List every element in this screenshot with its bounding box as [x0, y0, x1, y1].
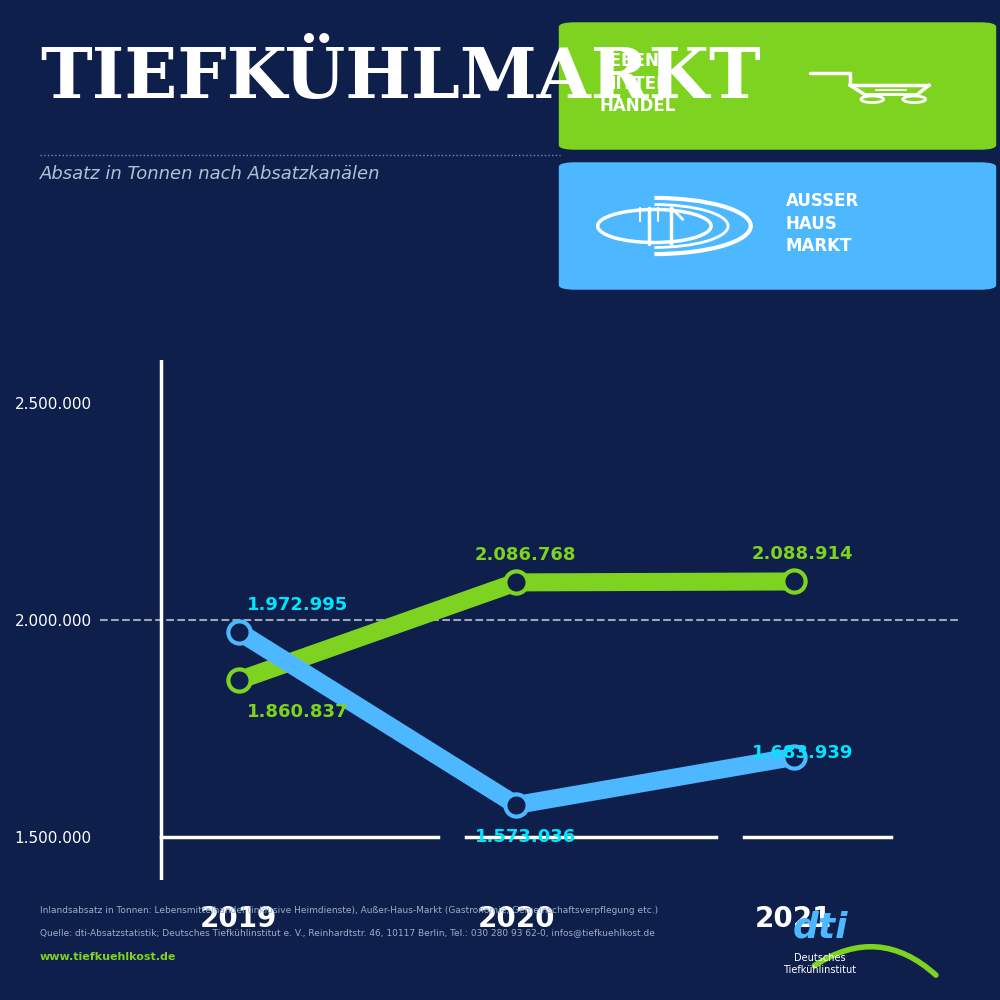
Text: 1.972.995: 1.972.995 — [247, 596, 348, 614]
Circle shape — [903, 96, 926, 103]
Text: 2.086.768: 2.086.768 — [475, 546, 576, 564]
Text: Deutsches
Tiefkühlinstitut: Deutsches Tiefkühlinstitut — [783, 953, 857, 975]
Circle shape — [598, 209, 711, 243]
Text: Quelle: dti-Absatzstatistik; Deutsches Tiefkühlinstitut e. V., Reinhardtstr. 46,: Quelle: dti-Absatzstatistik; Deutsches T… — [40, 928, 655, 937]
Text: AUSSER
HAUS
MARKT: AUSSER HAUS MARKT — [786, 192, 859, 255]
Text: dti: dti — [792, 911, 848, 945]
Text: TIEFKÜHLMARKT: TIEFKÜHLMARKT — [40, 45, 761, 112]
Text: Inlandsabsatz in Tonnen: Lebensmittelhandel (inklusive Heimdienste), Außer-Haus-: Inlandsabsatz in Tonnen: Lebensmittelhan… — [40, 906, 658, 915]
Text: 1.683.939: 1.683.939 — [752, 744, 853, 762]
FancyArrowPatch shape — [814, 947, 936, 975]
Text: 1.860.837: 1.860.837 — [247, 703, 349, 721]
Text: LEBENS
MITTEL
HANDEL: LEBENS MITTEL HANDEL — [599, 52, 676, 115]
Text: Absatz in Tonnen nach Absatzkanälen: Absatz in Tonnen nach Absatzkanälen — [40, 165, 380, 183]
FancyBboxPatch shape — [559, 162, 996, 290]
Text: www.tiefkuehlkost.de: www.tiefkuehlkost.de — [40, 952, 176, 962]
Circle shape — [861, 96, 884, 103]
FancyBboxPatch shape — [559, 22, 996, 150]
Text: 2.088.914: 2.088.914 — [752, 545, 853, 563]
Text: 1.573.036: 1.573.036 — [475, 828, 576, 846]
